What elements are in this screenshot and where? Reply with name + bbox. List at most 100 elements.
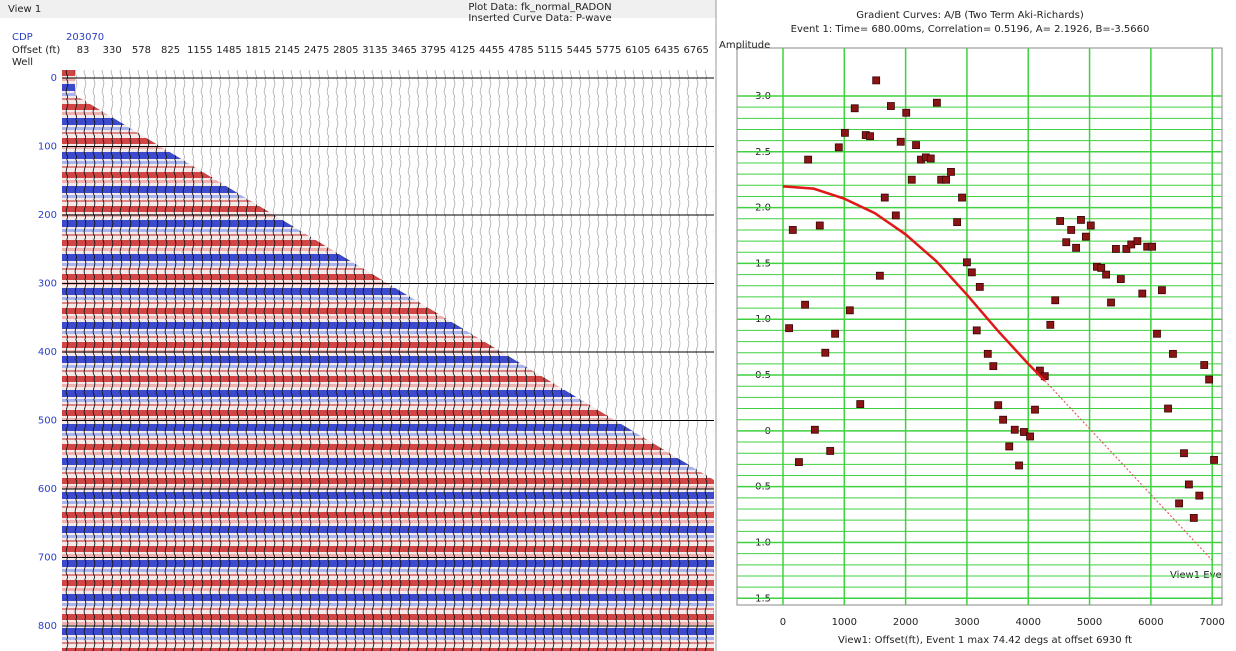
point [1154,330,1161,337]
point [887,103,894,110]
point [968,269,975,276]
point [973,327,980,334]
offset-label: Offset (ft) [12,45,60,56]
page: {"seismic_view": { "view_label": "View 1… [0,0,1236,651]
point [786,325,793,332]
point [1180,450,1187,457]
point [802,301,809,308]
point [1139,290,1146,297]
point [835,144,842,151]
point [913,142,920,149]
point [1108,299,1115,306]
time-tick-label: 700 [38,553,57,564]
point [811,426,818,433]
point [1082,233,1089,240]
well-label: Well [12,57,33,68]
x-tick-label: 5000 [1077,617,1102,628]
x-tick-label: 0 [780,617,786,628]
offset-label: 330 [103,45,122,56]
x-tick-label: 6000 [1138,617,1163,628]
point [990,363,997,370]
point [827,447,834,454]
point [1158,287,1165,294]
point [1006,443,1013,450]
point [1112,245,1119,252]
point [995,402,1002,409]
point [1185,481,1192,488]
point [873,77,880,84]
offset-label: 4785 [508,45,533,56]
time-tick-label: 300 [38,279,57,290]
offset-label: 3795 [421,45,446,56]
point [1087,222,1094,229]
offset-label: 5775 [596,45,621,56]
point [1211,456,1218,463]
cdp-value: 203070 [66,32,104,43]
point [1077,216,1084,223]
point [857,401,864,408]
point [1031,406,1038,413]
offset-label: 825 [161,45,180,56]
plot-data: Plot Data: fk_normal_RADON [468,2,611,13]
point [805,156,812,163]
screen: View 1 Plot Data: fk_normal_RADON Insert… [0,0,1236,651]
offset-label: 3465 [391,45,416,56]
point [832,330,839,337]
x-tick-label: 7000 [1199,617,1224,628]
offset-label: 3135 [362,45,387,56]
point [1047,321,1054,328]
point [1196,492,1203,499]
point [1011,426,1018,433]
point [943,176,950,183]
point [927,155,934,162]
time-tick-label: 400 [38,347,57,358]
offset-label: 2145 [275,45,300,56]
point [908,176,915,183]
y-axis-label: Amplitude [719,40,770,51]
x-tick-label: 1000 [832,617,857,628]
point [846,307,853,314]
point [1169,350,1176,357]
x-axis-label: View1: Offset(ft), Event 1 max 74.42 deg… [838,635,1132,646]
time-tick-label: 600 [38,484,57,495]
point [851,105,858,112]
curve-data: Inserted Curve Data: P-wave [468,13,611,24]
x-tick-label: 4000 [1016,617,1041,628]
offset-label: 5115 [537,45,562,56]
point [1027,433,1034,440]
offset-label: 2805 [333,45,358,56]
time-tick-label: 500 [38,416,57,427]
offset-label: 4125 [450,45,475,56]
point [841,129,848,136]
x-tick-label: 2000 [893,617,918,628]
point [1098,264,1105,271]
point [1190,514,1197,521]
point [1206,376,1213,383]
point [954,219,961,226]
point [1103,271,1110,278]
view-label: View 1 [8,4,41,15]
plot-area [737,48,1222,605]
offset-label: 578 [132,45,151,56]
point [1052,297,1059,304]
offset-label: 5445 [567,45,592,56]
offset-label: 1155 [187,45,212,56]
point [1073,244,1080,251]
offset-label: 4455 [479,45,504,56]
point [1117,276,1124,283]
point [1134,238,1141,245]
time-tick-label: 0 [51,73,57,84]
point [789,226,796,233]
point [897,138,904,145]
point [976,283,983,290]
point [867,133,874,140]
cdp-label: CDP [12,32,33,43]
time-tick-label: 200 [38,210,57,221]
time-tick-label: 100 [38,142,57,153]
offset-label: 6105 [625,45,650,56]
point [876,272,883,279]
point [881,194,888,201]
offset-label: 2475 [304,45,329,56]
point [1165,405,1172,412]
seismic-image [62,70,714,651]
